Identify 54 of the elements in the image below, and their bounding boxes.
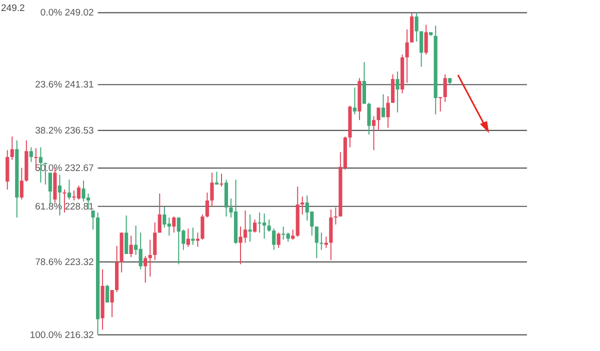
candlestick xyxy=(67,179,72,200)
candlestick xyxy=(414,12,418,42)
candlestick xyxy=(144,256,148,284)
candlestick xyxy=(248,214,252,242)
candlestick xyxy=(267,219,271,232)
candlestick xyxy=(314,226,318,259)
candlestick xyxy=(352,87,357,115)
candlestick xyxy=(376,107,380,130)
candlestick xyxy=(443,74,447,102)
candlestick xyxy=(362,62,366,104)
annotation: 249.2 xyxy=(1,3,25,14)
candlestick xyxy=(148,239,152,278)
ref-line-label: 78.6% 223.32 xyxy=(35,256,94,268)
candlestick xyxy=(420,30,424,68)
candlestick xyxy=(191,227,195,246)
candlestick xyxy=(10,136,14,160)
candlestick xyxy=(334,206,338,226)
candlestick xyxy=(158,193,162,234)
ref-line-label: 38.2% 236.53 xyxy=(35,125,94,136)
candlestick xyxy=(320,232,324,250)
ref-line-label: 23.6% 241.31 xyxy=(35,80,94,91)
candlestick xyxy=(186,228,190,248)
candlestick xyxy=(196,232,200,248)
candlestick xyxy=(424,24,428,56)
candlestick xyxy=(110,290,114,318)
candlestick xyxy=(205,192,210,218)
candlestick xyxy=(124,215,128,254)
candlestick xyxy=(200,214,204,240)
candlestick xyxy=(272,228,276,250)
candlestick xyxy=(276,232,280,248)
candlestick xyxy=(367,102,371,136)
candlestick xyxy=(220,173,224,188)
candlestick xyxy=(129,235,133,258)
candlestick xyxy=(172,216,176,234)
candlestick xyxy=(390,74,395,104)
candlestick xyxy=(106,284,110,303)
ref-line-label: 100.0% 216.32 xyxy=(30,330,94,341)
candlestick xyxy=(291,229,295,240)
candlestick xyxy=(20,167,24,200)
candlestick xyxy=(372,116,376,151)
ref-line-label: 0.0% 249.02 xyxy=(40,8,94,19)
candlestick xyxy=(210,172,214,207)
candlestick xyxy=(381,94,386,118)
candlestick xyxy=(253,219,257,234)
candlestick xyxy=(153,222,157,261)
candlestick xyxy=(438,96,442,112)
candlestick xyxy=(29,146,33,162)
candlestick xyxy=(324,236,328,248)
candlestick xyxy=(405,28,409,84)
candlestick xyxy=(214,171,219,186)
candlestick xyxy=(396,70,400,113)
candlestick xyxy=(91,210,95,230)
candlestick xyxy=(300,196,304,215)
candlestick xyxy=(386,96,390,128)
